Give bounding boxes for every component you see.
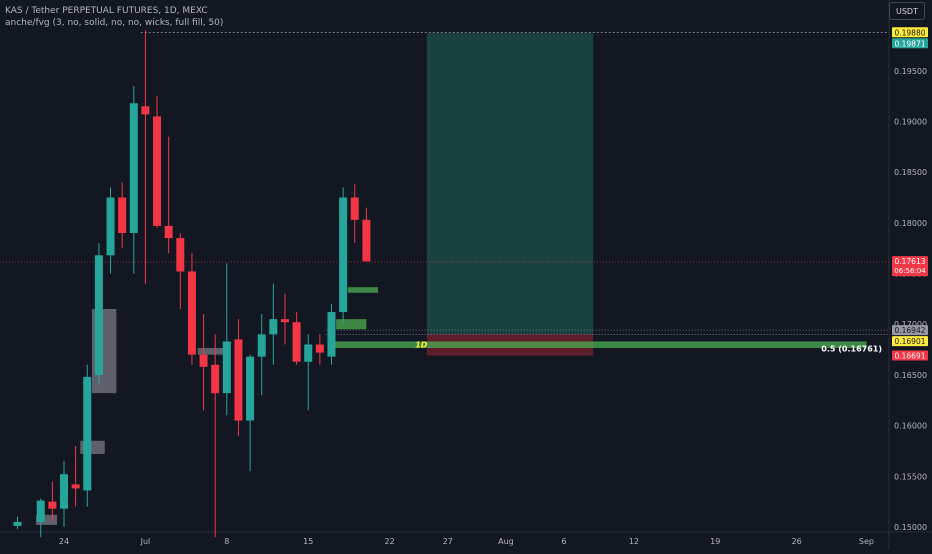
x-tick-label: 24 (59, 537, 69, 546)
candle-body (83, 376, 92, 491)
currency-button[interactable]: USDT (889, 2, 925, 20)
y-tick-label: 0.18000 (894, 219, 927, 228)
candle-body (315, 344, 324, 353)
y-tick-label: 0.17000 (894, 320, 927, 329)
fvg-box-0 (36, 514, 58, 525)
candle-body (118, 197, 127, 233)
x-tick-label: 22 (385, 537, 395, 546)
y-tick-label: 0.19000 (894, 117, 927, 126)
countdown-label: 06:56:04 (894, 267, 926, 275)
candle-body (246, 356, 255, 421)
x-tick-label: Aug (498, 537, 514, 546)
candle-body (13, 521, 22, 526)
candle-body (280, 319, 289, 323)
candle-body (176, 238, 185, 272)
y-tick-label: 0.16500 (894, 371, 927, 380)
candle-body (106, 197, 115, 256)
candle-body (60, 474, 68, 509)
price-label: 0.16901 (894, 337, 925, 346)
price-label: 0.17613 (894, 257, 925, 266)
candle-body (187, 271, 196, 355)
price-label-bg (892, 350, 928, 361)
price-label-bg (892, 38, 928, 49)
candle-body (350, 197, 359, 220)
candle-body (222, 341, 231, 394)
candle-body (234, 339, 243, 421)
y-tick-label: 0.19500 (894, 67, 927, 76)
price-label: 0.16691 (894, 352, 925, 361)
candle-body (339, 197, 348, 313)
candle-body (327, 312, 336, 357)
fib-level-label: 0.5 (0.16761) (821, 344, 882, 353)
candle-body (48, 501, 57, 509)
x-tick-label: 15 (303, 537, 313, 546)
y-tick-label: 0.18500 (894, 168, 927, 177)
green-level-1 (336, 319, 367, 330)
candle-body (199, 354, 208, 367)
x-tick-label: 19 (710, 537, 720, 546)
position-target-zone[interactable] (426, 33, 594, 335)
y-tick-label: 0.15000 (894, 523, 927, 532)
candle-body (304, 344, 313, 362)
x-tick-label: 27 (443, 537, 453, 546)
y-tick-label: 0.15500 (894, 472, 927, 481)
candle-body (71, 484, 80, 489)
price-label-bg (892, 27, 928, 38)
x-tick-label: Jul (140, 537, 151, 546)
candle-body (36, 500, 45, 522)
x-tick-label: 8 (224, 537, 229, 546)
level-timeframe-label: 1D (415, 341, 428, 350)
candle-body (257, 334, 266, 357)
indicator-label[interactable]: anche/fvg (3, no, solid, no, no, wicks, … (5, 18, 224, 28)
candle-body (164, 225, 173, 239)
x-tick-label: 12 (629, 537, 639, 546)
fvg-box-3 (197, 348, 231, 355)
candle-body (362, 219, 371, 262)
y-tick-label: 0.16000 (894, 422, 927, 431)
candle-body (292, 322, 301, 362)
price-label-bg (892, 325, 928, 336)
price-label: 0.19871 (894, 39, 925, 48)
price-label: 0.16942 (894, 326, 925, 335)
candle-body (141, 106, 150, 115)
green-level-2 (333, 341, 867, 349)
candle-body (269, 319, 278, 335)
candle-body (129, 103, 138, 233)
price-label: 0.19880 (894, 28, 925, 37)
candle-body (153, 116, 162, 226)
candle-body (94, 255, 103, 375)
symbol-title: KAS / Tether PERPETUAL FUTURES, 1D, MEXC (5, 6, 208, 16)
candle-body (211, 364, 220, 394)
x-tick-label: Sep (859, 537, 874, 546)
x-tick-label: 6 (562, 537, 567, 546)
price-label-bg (892, 256, 928, 277)
green-level-0 (347, 287, 379, 293)
x-tick-label: 26 (792, 537, 802, 546)
price-label-bg (892, 336, 928, 347)
